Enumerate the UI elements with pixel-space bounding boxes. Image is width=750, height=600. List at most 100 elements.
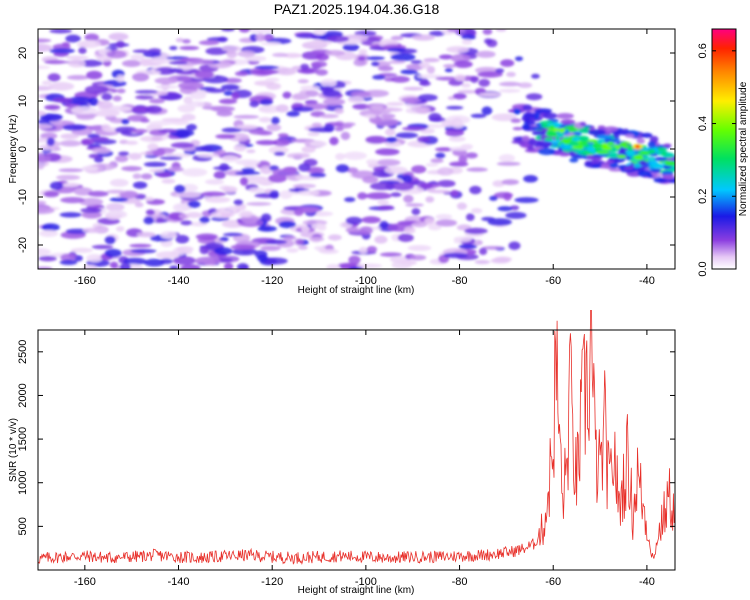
heatmap-cell xyxy=(253,69,279,75)
heatmap-cell xyxy=(88,97,99,106)
heatmap-cell xyxy=(498,88,521,93)
heatmap-cell xyxy=(217,36,228,43)
heatmap-cell xyxy=(601,145,613,151)
heatmap-cell xyxy=(454,74,466,82)
heatmap-cell xyxy=(114,126,137,134)
heatmap-cell xyxy=(323,98,346,106)
snr-chart: -160 -140 -120 -100 -80 -60 -40 500 1000 1500 200… xyxy=(8,310,676,596)
heatmap-y-tick-label: 0 xyxy=(17,146,29,152)
heatmap-cell xyxy=(101,123,111,132)
heatmap-cell xyxy=(609,152,619,159)
heatmap-x-tick-label: -120 xyxy=(261,275,283,287)
heatmap-cell xyxy=(424,217,435,226)
heatmap-cell xyxy=(223,262,234,269)
heatmap-cell xyxy=(490,257,511,264)
heatmap-cell xyxy=(335,153,346,161)
heatmap-cell xyxy=(134,89,159,94)
heatmap-cell xyxy=(576,145,584,150)
heatmap-cell xyxy=(215,134,236,139)
heatmap-cell xyxy=(552,142,559,148)
heatmap-cell xyxy=(194,70,215,79)
heatmap-cell xyxy=(46,137,55,147)
heatmap-cell xyxy=(660,151,667,157)
heatmap-cell xyxy=(411,165,427,174)
heatmap-cell xyxy=(385,141,402,148)
heatmap-cell xyxy=(348,266,364,269)
heatmap-cell xyxy=(40,132,58,140)
heatmap-cell xyxy=(307,40,333,45)
heatmap-cell xyxy=(422,124,446,129)
heatmap-cell xyxy=(265,239,288,245)
heatmap-cell xyxy=(357,55,366,61)
snr-y-tick-label: 1500 xyxy=(17,427,29,451)
heatmap-cell xyxy=(350,91,371,98)
heatmap-cell xyxy=(233,143,247,152)
heatmap-cell xyxy=(511,140,525,144)
heatmap-cell xyxy=(425,163,439,167)
heatmap-cell xyxy=(86,70,103,80)
heatmap-cell xyxy=(101,93,113,101)
heatmap-x-tick-label: -160 xyxy=(74,275,96,287)
heatmap-cell xyxy=(277,133,289,138)
heatmap-cell xyxy=(384,166,408,175)
heatmap-cell xyxy=(512,126,523,131)
heatmap-cell xyxy=(109,178,129,187)
snr-y-tick-label: 2000 xyxy=(17,383,29,407)
heatmap-cell xyxy=(661,170,674,175)
heatmap-cell xyxy=(231,92,240,100)
heatmap-cell xyxy=(297,190,320,196)
heatmap-cell xyxy=(275,104,289,113)
heatmap-cell xyxy=(647,174,654,178)
heatmap-cell xyxy=(49,181,64,191)
heatmap-cell xyxy=(132,181,148,189)
colorbar-tick-label: 0.0 xyxy=(697,261,709,276)
heatmap-cell xyxy=(155,84,179,89)
heatmap-cell xyxy=(234,171,261,176)
snr-x-tick-label: -60 xyxy=(545,576,561,588)
heatmap-cell xyxy=(326,35,350,43)
heatmap-cell xyxy=(498,154,516,163)
heatmap-cell xyxy=(446,46,469,54)
heatmap-x-tick-label: -60 xyxy=(545,275,561,287)
heatmap-cell xyxy=(300,63,310,70)
heatmap-cell xyxy=(130,248,157,254)
heatmap-cell xyxy=(434,147,454,152)
snr-x-tick-label: -160 xyxy=(74,576,96,588)
heatmap-cell xyxy=(388,60,406,64)
heatmap-cell xyxy=(654,156,668,162)
heatmap-cell xyxy=(70,247,93,253)
heatmap-cell xyxy=(386,102,405,106)
heatmap-cell xyxy=(465,213,475,222)
heatmap-cell xyxy=(411,34,435,41)
heatmap-cell xyxy=(217,149,226,156)
heatmap-cell xyxy=(295,32,321,39)
heatmap-cell xyxy=(508,241,521,251)
heatmap-cell xyxy=(453,60,473,69)
heatmap-cell xyxy=(531,73,540,79)
heatmap-cell xyxy=(67,96,93,105)
heatmap-cell xyxy=(223,90,233,96)
heatmap-cell xyxy=(641,132,653,138)
heatmap-cell xyxy=(323,123,335,133)
snr-ylabel: SNR (10 * v/v) xyxy=(8,418,19,482)
heatmap-cell xyxy=(272,138,291,147)
heatmap-cell xyxy=(189,100,205,108)
heatmap-cell xyxy=(470,113,487,118)
heatmap-cell xyxy=(536,140,553,148)
heatmap-cell xyxy=(425,196,435,203)
heatmap-y-axis: -20 -10 0 10 20 xyxy=(17,47,675,253)
heatmap-cell xyxy=(181,167,208,177)
heatmap-cell xyxy=(47,73,61,82)
heatmap-cell xyxy=(186,212,203,219)
heatmap-cell xyxy=(395,132,419,139)
heatmap-cell xyxy=(97,100,114,109)
heatmap-cell xyxy=(39,113,63,122)
heatmap-cell xyxy=(265,82,282,90)
heatmap-cell xyxy=(60,253,76,262)
heatmap-cell xyxy=(648,148,656,154)
heatmap-cell xyxy=(174,184,186,194)
heatmap-cell xyxy=(450,189,459,197)
heatmap-cell xyxy=(403,86,424,91)
heatmap-cell xyxy=(282,91,292,99)
